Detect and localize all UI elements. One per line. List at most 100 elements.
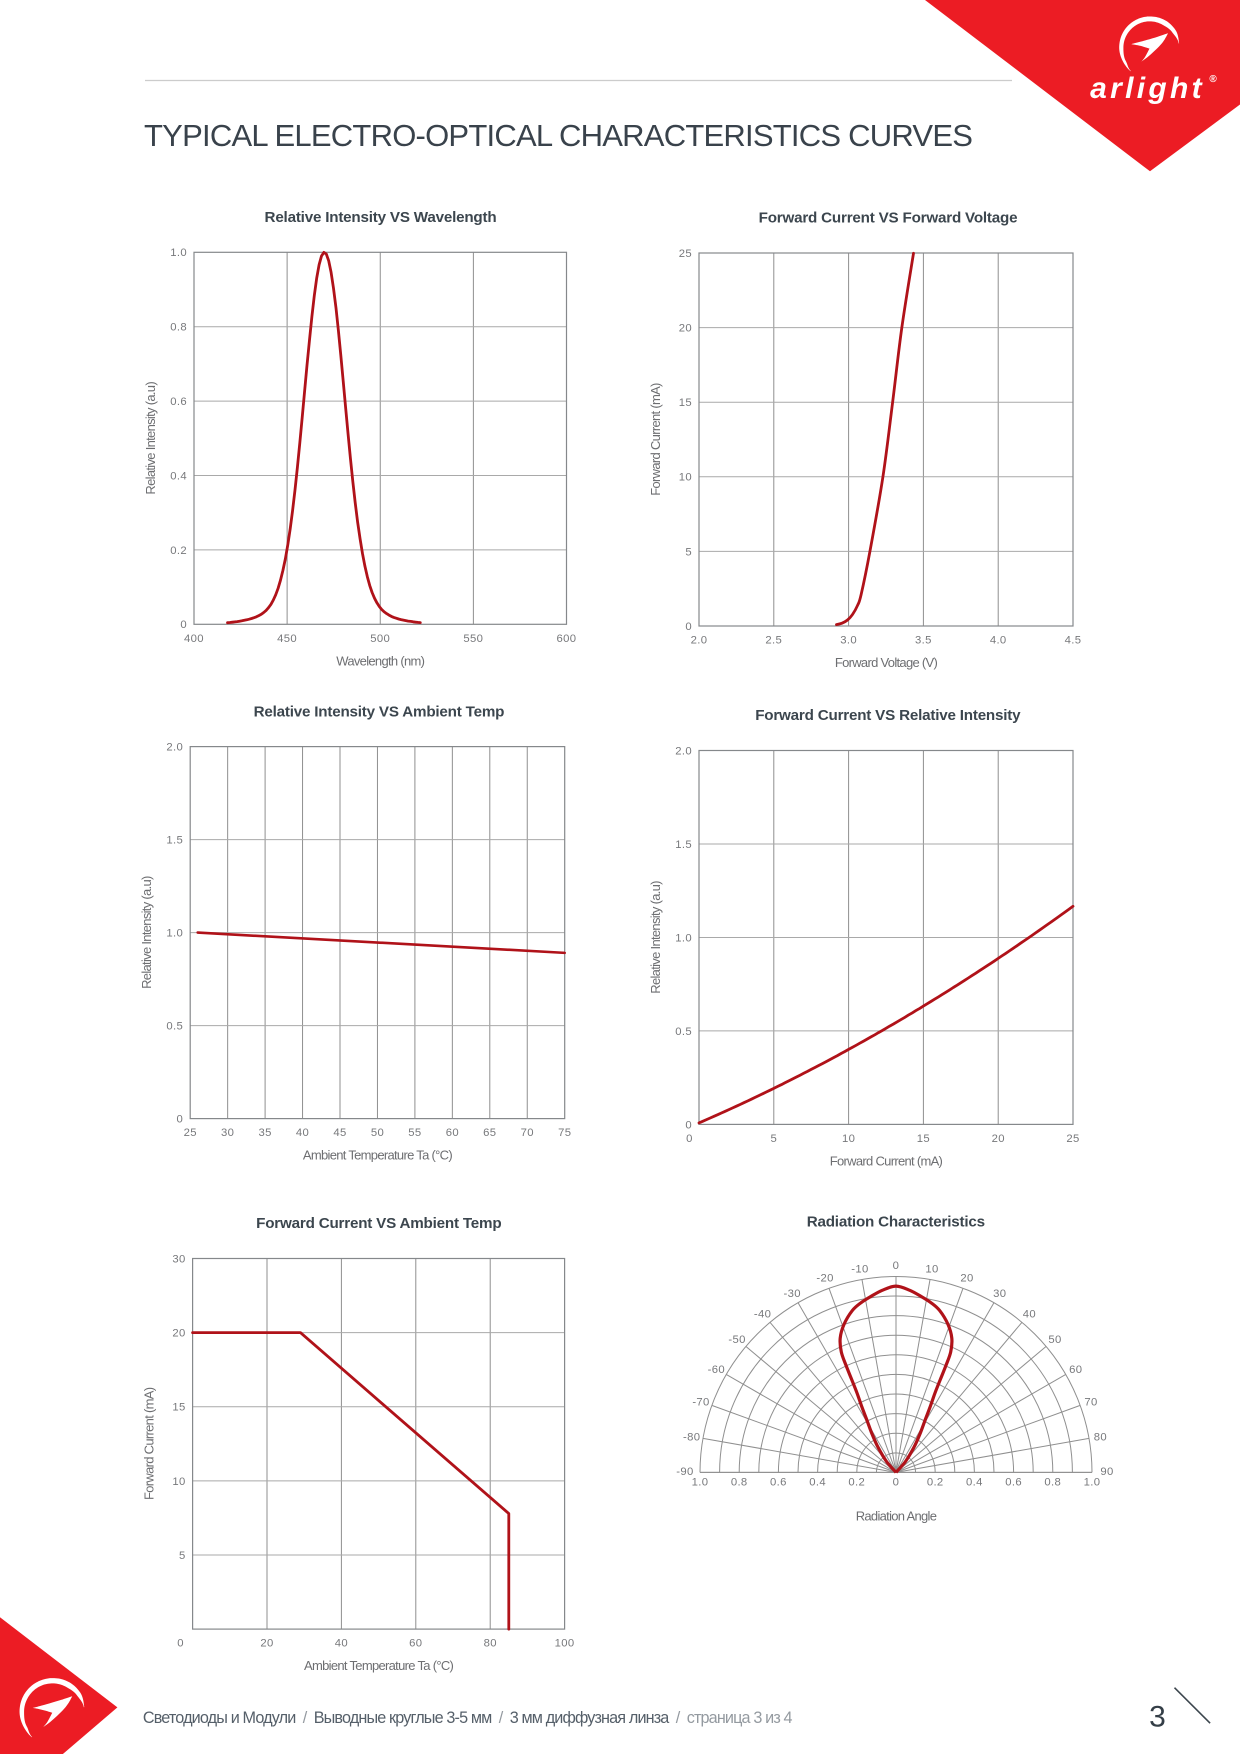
svg-text:Wavelength (nm): Wavelength (nm) [336, 653, 424, 668]
svg-text:TYPICAL ELECTRO-OPTICAL CHARAC: TYPICAL ELECTRO-OPTICAL CHARACTERISTICS … [144, 118, 972, 153]
svg-text:-50: -50 [728, 1334, 745, 1346]
svg-text:Ambient Temperature Ta (°C): Ambient Temperature Ta (°C) [303, 1148, 452, 1163]
svg-text:60: 60 [446, 1127, 459, 1139]
svg-text:0: 0 [686, 1133, 693, 1145]
svg-text:0.6: 0.6 [170, 396, 187, 408]
svg-text:20: 20 [960, 1273, 973, 1285]
svg-text:0: 0 [685, 1119, 692, 1131]
svg-text:0: 0 [893, 1477, 900, 1489]
svg-text:0.4: 0.4 [809, 1477, 826, 1489]
svg-text:Forward Current VS Forward Vol: Forward Current VS Forward Voltage [759, 210, 1018, 227]
svg-text:1.0: 1.0 [692, 1477, 709, 1489]
svg-text:Forward Current VS Relative In: Forward Current VS Relative Intensity [755, 707, 1021, 724]
svg-text:40: 40 [1023, 1309, 1036, 1321]
svg-text:0: 0 [685, 621, 692, 633]
svg-text:2.0: 2.0 [691, 635, 708, 647]
svg-text:0: 0 [177, 1638, 184, 1650]
svg-text:20: 20 [172, 1328, 185, 1340]
svg-text:4.5: 4.5 [1065, 635, 1082, 647]
svg-text:20: 20 [260, 1638, 273, 1650]
svg-text:0: 0 [180, 619, 187, 631]
svg-text:Forward Current (mA): Forward Current (mA) [830, 1153, 943, 1168]
svg-text:15: 15 [172, 1402, 185, 1414]
svg-text:0.4: 0.4 [170, 470, 187, 482]
svg-text:Relative Intensity (a.u): Relative Intensity (a.u) [648, 881, 663, 994]
svg-text:Relative Intensity VS Waveleng: Relative Intensity VS Wavelength [265, 209, 497, 226]
svg-text:0.2: 0.2 [927, 1477, 944, 1489]
svg-text:Ambient Temperature Ta (°C): Ambient Temperature Ta (°C) [304, 1658, 453, 1673]
svg-text:4.0: 4.0 [990, 635, 1007, 647]
svg-text:20: 20 [679, 323, 692, 335]
svg-text:40: 40 [335, 1638, 348, 1650]
svg-text:50: 50 [1048, 1334, 1061, 1346]
svg-text:600: 600 [557, 633, 577, 645]
svg-text:1.5: 1.5 [675, 839, 692, 851]
svg-text:Forward Current VS Ambient Tem: Forward Current VS Ambient Temp [256, 1215, 501, 1232]
svg-text:75: 75 [558, 1127, 571, 1139]
svg-text:30: 30 [172, 1253, 185, 1265]
svg-text:0.8: 0.8 [1044, 1477, 1061, 1489]
svg-text:Relative Intensity VS Ambient: Relative Intensity VS Ambient Temp [254, 703, 505, 720]
svg-text:60: 60 [1069, 1364, 1082, 1376]
svg-text:10: 10 [172, 1476, 185, 1488]
svg-text:0.6: 0.6 [1005, 1477, 1022, 1489]
svg-text:550: 550 [463, 633, 483, 645]
svg-text:60: 60 [409, 1638, 422, 1650]
svg-text:3.0: 3.0 [840, 635, 857, 647]
svg-text:3.5: 3.5 [915, 635, 932, 647]
svg-text:Forward Voltage (V): Forward Voltage (V) [835, 655, 938, 670]
svg-text:65: 65 [483, 1127, 496, 1139]
svg-text:-70: -70 [692, 1397, 709, 1409]
svg-text:0.8: 0.8 [731, 1477, 748, 1489]
svg-text:-20: -20 [816, 1273, 833, 1285]
svg-text:400: 400 [184, 633, 204, 645]
svg-text:0.4: 0.4 [966, 1477, 983, 1489]
svg-text:10: 10 [925, 1263, 938, 1275]
svg-text:2.0: 2.0 [166, 742, 183, 754]
svg-text:0.2: 0.2 [848, 1477, 865, 1489]
svg-text:Светодиоды и Модули / Выводн: Светодиоды и Модули / Выводные круглые 3… [143, 1709, 793, 1727]
svg-text:450: 450 [277, 633, 297, 645]
svg-text:0.5: 0.5 [166, 1021, 183, 1033]
svg-text:30: 30 [993, 1288, 1006, 1300]
svg-text:0.6: 0.6 [770, 1477, 787, 1489]
svg-text:1.5: 1.5 [166, 835, 183, 847]
svg-text:Forward Current (mA): Forward Current (mA) [648, 383, 663, 496]
svg-text:90: 90 [1100, 1466, 1113, 1478]
svg-text:35: 35 [258, 1127, 271, 1139]
svg-text:Radiation Angle: Radiation Angle [856, 1509, 937, 1524]
svg-text:500: 500 [370, 633, 390, 645]
svg-text:0: 0 [177, 1114, 184, 1126]
svg-text:10: 10 [842, 1133, 855, 1145]
svg-text:70: 70 [521, 1127, 534, 1139]
svg-text:-10: -10 [851, 1263, 868, 1275]
svg-text:25: 25 [184, 1127, 197, 1139]
svg-text:0: 0 [893, 1260, 900, 1272]
svg-text:1.0: 1.0 [170, 247, 187, 259]
svg-text:0.2: 0.2 [170, 545, 187, 557]
svg-text:2.5: 2.5 [765, 635, 782, 647]
svg-text:55: 55 [408, 1127, 421, 1139]
svg-text:Relative Intensity (a.u): Relative Intensity (a.u) [143, 382, 158, 495]
svg-text:2.0: 2.0 [675, 745, 692, 757]
svg-text:20: 20 [992, 1133, 1005, 1145]
svg-text:-30: -30 [784, 1288, 801, 1300]
svg-text:1.0: 1.0 [1084, 1477, 1101, 1489]
svg-text:50: 50 [371, 1127, 384, 1139]
svg-text:Radiation Characteristics: Radiation Characteristics [807, 1214, 985, 1231]
svg-text:5: 5 [685, 546, 692, 558]
svg-text:-40: -40 [754, 1309, 771, 1321]
svg-text:0.5: 0.5 [675, 1026, 692, 1038]
svg-text:30: 30 [221, 1127, 234, 1139]
svg-text:15: 15 [679, 397, 692, 409]
svg-text:40: 40 [296, 1127, 309, 1139]
svg-text:-60: -60 [708, 1364, 725, 1376]
svg-text:5: 5 [770, 1133, 777, 1145]
svg-text:-90: -90 [676, 1466, 693, 1478]
svg-text:25: 25 [679, 248, 692, 260]
svg-text:80: 80 [484, 1638, 497, 1650]
svg-text:Forward Current (mA): Forward Current (mA) [142, 1387, 157, 1500]
svg-text:70: 70 [1084, 1397, 1097, 1409]
svg-text:1.0: 1.0 [675, 932, 692, 944]
svg-text:3: 3 [1149, 1701, 1166, 1734]
